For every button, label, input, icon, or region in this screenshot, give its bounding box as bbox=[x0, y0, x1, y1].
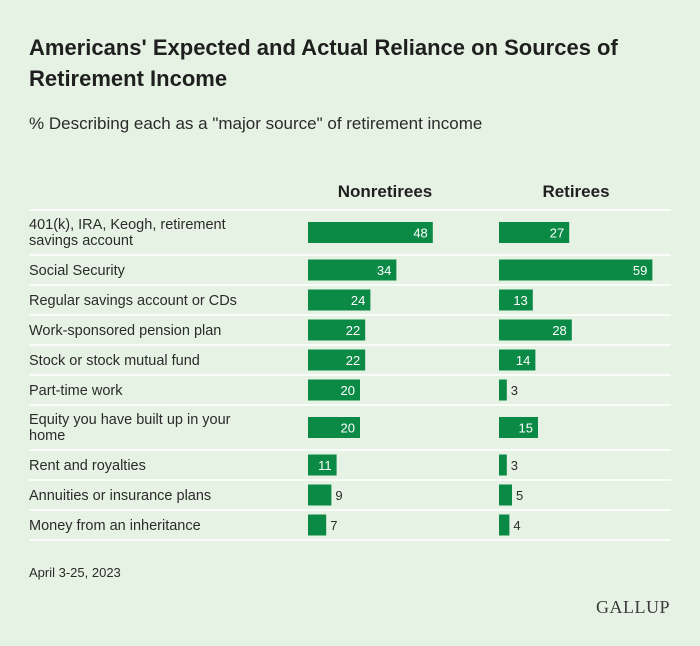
bar-nonretirees bbox=[308, 319, 366, 341]
category-label: Work-sponsored pension plan bbox=[29, 323, 221, 339]
data-label: 3 bbox=[511, 383, 518, 398]
date-footnote: April 3-25, 2023 bbox=[29, 565, 121, 580]
category-label: Rent and royalties bbox=[29, 458, 146, 474]
data-label: 48 bbox=[413, 226, 427, 241]
data-label: 34 bbox=[377, 263, 391, 278]
category-label: 401(k), IRA, Keogh, retirement bbox=[29, 217, 226, 233]
data-label: 15 bbox=[519, 421, 533, 436]
data-label: 4 bbox=[513, 518, 520, 533]
bar-retirees bbox=[499, 484, 512, 506]
data-label: 9 bbox=[335, 488, 342, 503]
bar-retirees bbox=[499, 222, 570, 243]
bar-nonretirees bbox=[308, 289, 371, 311]
data-label: 22 bbox=[346, 353, 360, 368]
category-label: Part-time work bbox=[29, 383, 123, 399]
bar-nonretirees bbox=[308, 484, 332, 506]
bar-nonretirees bbox=[308, 514, 327, 536]
bar-nonretirees bbox=[308, 379, 360, 401]
category-label: home bbox=[29, 428, 65, 444]
column-header-retirees: Retirees bbox=[542, 182, 609, 201]
category-label: savings account bbox=[29, 233, 133, 249]
gallup-logo: GALLUP bbox=[596, 597, 670, 617]
data-label: 14 bbox=[516, 353, 530, 368]
data-label: 13 bbox=[513, 293, 527, 308]
data-label: 28 bbox=[552, 323, 566, 338]
category-label: Social Security bbox=[29, 263, 126, 279]
bar-retirees bbox=[499, 379, 507, 401]
column-header-nonretirees: Nonretirees bbox=[338, 182, 432, 201]
bar-nonretirees bbox=[308, 454, 337, 476]
data-label: 5 bbox=[516, 488, 523, 503]
bar-retirees bbox=[499, 349, 536, 371]
bar-nonretirees bbox=[308, 349, 366, 371]
data-label: 59 bbox=[633, 263, 647, 278]
data-label: 3 bbox=[511, 458, 518, 473]
bar-retirees bbox=[499, 514, 510, 536]
data-label: 20 bbox=[341, 421, 355, 436]
bar-nonretirees bbox=[308, 417, 360, 438]
bar-chart: Nonretirees Retirees 401(k), IRA, Keogh, r… bbox=[29, 182, 671, 541]
chart-title: Americans' Expected and Actual Reliance … bbox=[29, 35, 618, 91]
data-label: 22 bbox=[346, 323, 360, 338]
category-label: Equity you have built up in your bbox=[29, 412, 231, 428]
bar-retirees bbox=[499, 289, 533, 311]
bar-retirees bbox=[499, 454, 507, 476]
category-label: Annuities or insurance plans bbox=[29, 488, 211, 504]
bar-nonretirees bbox=[308, 259, 397, 281]
data-label: 11 bbox=[318, 458, 332, 473]
data-label: 7 bbox=[330, 518, 337, 533]
category-label: Money from an inheritance bbox=[29, 518, 201, 534]
bar-retirees bbox=[499, 319, 572, 341]
bar-retirees bbox=[499, 417, 538, 438]
category-label: Stock or stock mutual fund bbox=[29, 353, 200, 369]
data-label: 27 bbox=[550, 226, 564, 241]
category-label: Regular savings account or CDs bbox=[29, 293, 237, 309]
bar-nonretirees bbox=[308, 222, 433, 243]
bar-retirees bbox=[499, 259, 653, 281]
chart-subtitle: % Describing each as a "major source" of… bbox=[29, 114, 483, 133]
data-label: 20 bbox=[341, 383, 355, 398]
data-label: 24 bbox=[351, 293, 365, 308]
